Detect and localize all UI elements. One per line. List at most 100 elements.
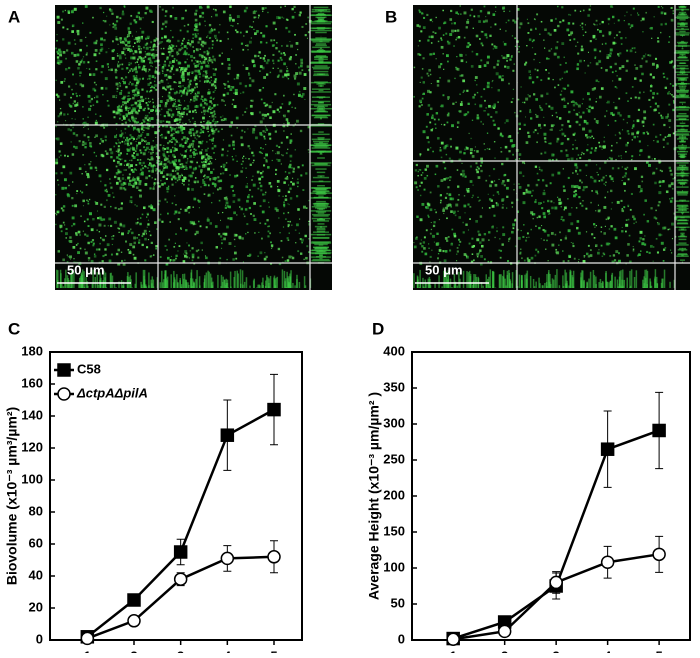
speckle	[61, 187, 64, 190]
speckle	[105, 150, 107, 152]
side-projection	[676, 115, 688, 117]
speckle	[259, 182, 261, 184]
speckle	[208, 158, 210, 160]
speckle	[126, 48, 127, 49]
speckle	[92, 17, 94, 19]
speckle	[118, 109, 120, 111]
speckle	[537, 251, 539, 253]
speckle	[668, 184, 671, 187]
speckle	[288, 185, 289, 186]
speckle	[176, 123, 177, 124]
speckle	[217, 176, 219, 178]
speckle	[148, 239, 149, 240]
speckle	[215, 60, 216, 61]
speckle	[133, 53, 135, 55]
speckle	[498, 76, 501, 79]
speckle	[501, 151, 503, 153]
speckle	[224, 233, 227, 236]
speckle	[196, 139, 197, 140]
speckle	[167, 257, 170, 260]
speckle	[529, 111, 531, 113]
speckle	[245, 208, 247, 210]
speckle	[212, 130, 215, 133]
speckle	[106, 199, 108, 201]
speckle	[201, 112, 203, 114]
side-projection	[677, 222, 687, 224]
bottom-projection	[533, 279, 535, 288]
speckle	[243, 35, 244, 36]
speckle	[68, 12, 70, 14]
speckle	[175, 255, 177, 257]
speckle	[204, 113, 205, 114]
speckle	[209, 178, 211, 180]
speckle	[557, 25, 559, 27]
speckle	[545, 69, 547, 71]
speckle	[590, 151, 592, 153]
speckle	[588, 109, 591, 112]
speckle	[254, 32, 257, 35]
speckle	[231, 49, 232, 50]
speckle	[632, 159, 633, 160]
speckle	[506, 60, 508, 62]
speckle	[282, 103, 284, 105]
speckle	[143, 206, 146, 209]
bottom-projection	[595, 276, 597, 288]
speckle	[436, 112, 438, 114]
speckle	[637, 136, 639, 138]
speckle	[579, 60, 582, 63]
speckle	[635, 52, 636, 53]
speckle	[295, 229, 297, 231]
speckle	[512, 35, 513, 36]
speckle	[260, 32, 262, 34]
speckle	[544, 28, 547, 31]
speckle	[96, 170, 97, 171]
speckle	[612, 42, 615, 45]
speckle	[491, 87, 492, 88]
speckle	[668, 134, 671, 137]
speckle	[66, 228, 68, 230]
speckle	[492, 205, 495, 208]
bottom-projection	[526, 279, 528, 288]
speckle	[151, 86, 153, 88]
speckle	[279, 195, 280, 196]
speckle	[183, 136, 185, 138]
speckle	[72, 74, 74, 76]
speckle	[289, 204, 290, 205]
speckle	[552, 115, 553, 116]
speckle	[543, 192, 546, 195]
speckle	[108, 48, 109, 49]
side-projection	[677, 15, 688, 17]
speckle	[419, 169, 421, 171]
speckle	[253, 155, 255, 157]
speckle	[179, 90, 182, 93]
speckle	[560, 239, 562, 241]
bottom-projection	[112, 276, 114, 288]
speckle	[504, 174, 506, 176]
side-projection	[313, 177, 329, 179]
speckle	[151, 109, 153, 111]
speckle	[182, 123, 183, 124]
speckle	[117, 148, 120, 151]
speckle	[253, 29, 254, 30]
bottom-projection	[548, 272, 550, 288]
bottom-projection	[564, 270, 566, 288]
speckle	[142, 17, 143, 18]
speckle	[76, 95, 78, 97]
speckle	[195, 33, 197, 35]
speckle	[143, 146, 145, 148]
speckle	[476, 84, 477, 85]
speckle	[283, 18, 284, 19]
speckle	[554, 29, 557, 32]
speckle	[165, 137, 167, 139]
speckle	[57, 53, 58, 54]
speckle	[663, 249, 665, 251]
speckle	[463, 173, 466, 176]
speckle	[288, 239, 290, 241]
bottom-projection	[230, 287, 232, 288]
speckle	[246, 108, 248, 110]
speckle	[444, 124, 446, 126]
speckle	[116, 83, 119, 86]
speckle	[283, 52, 285, 54]
speckle	[659, 185, 661, 187]
speckle	[628, 206, 629, 207]
